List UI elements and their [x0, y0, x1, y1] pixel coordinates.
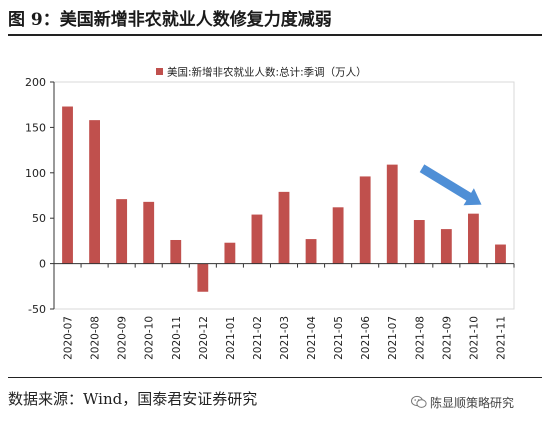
bar	[359, 176, 371, 264]
x-tick-label: 2021-05	[333, 316, 345, 360]
bar-chart: 美国:新增非农就业人数:总计:季调（万人） -50 0 50 100 150 200 20…	[25, 66, 515, 360]
bar	[332, 207, 344, 264]
bar	[305, 239, 317, 264]
bar	[224, 242, 236, 264]
y-tick-label: 50	[32, 212, 46, 225]
bar	[170, 239, 182, 264]
bar	[468, 213, 479, 264]
x-tick-label: 2020-10	[144, 316, 156, 360]
source-note: 数据来源：Wind，国泰君安证券研究	[8, 390, 258, 408]
x-tick-label: 2021-04	[306, 316, 318, 360]
legend-label: 美国:新增非农就业人数:总计:季调（万人）	[167, 66, 367, 79]
x-tick-label: 2021-08	[414, 316, 426, 360]
x-tick-label: 2021-03	[279, 316, 291, 360]
y-tick-label: 150	[25, 121, 46, 134]
bar	[143, 201, 155, 264]
x-tick-label: 2021-07	[387, 316, 399, 360]
y-tick-label: -50	[28, 303, 46, 316]
x-tick-label: 2021-06	[360, 316, 372, 360]
y-tick-label: 200	[25, 76, 46, 89]
footer-rule	[8, 377, 542, 378]
bar	[386, 164, 398, 264]
bar	[62, 106, 73, 264]
bar	[278, 191, 290, 264]
x-tick-label: 2021-09	[441, 316, 453, 360]
bar	[197, 263, 209, 292]
bar	[440, 229, 452, 264]
x-tick-label: 2020-11	[171, 316, 183, 360]
top-rule	[8, 34, 542, 36]
trend-arrow-shape	[419, 164, 482, 206]
legend: 美国:新增非农就业人数:总计:季调（万人）	[156, 66, 367, 79]
figure-title: 图 9：美国新增非农就业人数修复力度减弱	[8, 10, 332, 30]
x-tick-label: 2021-02	[252, 316, 264, 360]
y-axis: -50 0 50 100 150 200	[25, 76, 55, 316]
bar	[413, 220, 425, 264]
bar-series	[62, 106, 506, 292]
bar	[116, 199, 128, 264]
legend-swatch	[156, 68, 163, 75]
x-tick-label: 2020-09	[117, 316, 129, 360]
bar	[495, 244, 506, 264]
wechat-icon	[411, 395, 427, 408]
bar	[251, 214, 263, 264]
bar	[89, 120, 100, 264]
figure-header: 图 9：美国新增非农就业人数修复力度减弱	[0, 0, 550, 34]
y-tick-label: 100	[25, 167, 46, 180]
y-tick-label: 0	[39, 258, 46, 271]
x-tick-label: 2020-07	[63, 316, 75, 360]
trend-arrow-annotation	[419, 164, 482, 206]
x-tick-label: 2021-01	[225, 316, 237, 360]
x-tick-label: 2020-12	[198, 316, 210, 360]
watermark-text: 陈显顺策略研究	[430, 396, 515, 410]
watermark: 陈显顺策略研究	[411, 394, 514, 416]
x-tick-label: 2021-10	[468, 316, 480, 360]
x-tick-label: 2021-11	[495, 316, 507, 360]
x-axis: 2020-07 2020-08 2020-09 2020-10 2020-11 2020-…	[53, 263, 515, 360]
x-tick-label: 2020-08	[90, 316, 102, 360]
